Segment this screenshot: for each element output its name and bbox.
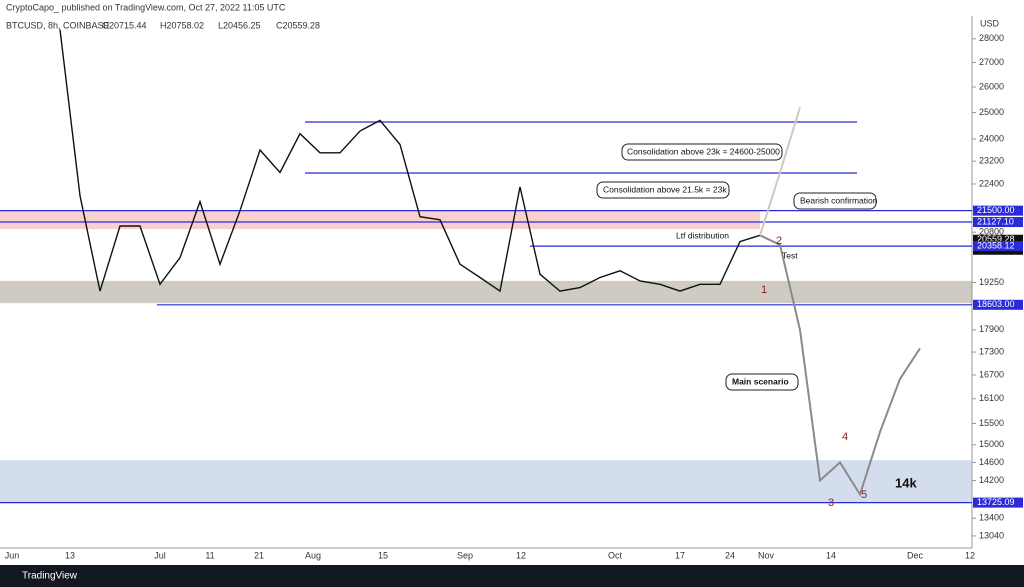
callout-box	[725, 373, 799, 391]
y-tick-label: 13400	[979, 513, 1004, 523]
annotation: Consolidation above 23k = 24600-25000	[627, 146, 780, 156]
annotation: 14k	[895, 475, 917, 490]
x-tick-label: Aug	[305, 550, 321, 560]
annotation: Consolidation above 21.5k = 23k	[603, 184, 727, 194]
price-label-box	[973, 497, 1023, 508]
x-tick-label: Sep	[457, 550, 473, 560]
y-tick-label: 13040	[979, 530, 1004, 540]
annotation: Ltf distribution	[676, 230, 729, 240]
y-tick-label: 24000	[979, 133, 1004, 143]
y-tick-label: 28000	[979, 33, 1004, 43]
x-tick-label: 13	[65, 550, 75, 560]
y-tick-label: 27000	[979, 57, 1004, 67]
price-line	[759, 107, 801, 236]
x-tick-label: 14	[826, 550, 836, 560]
zone	[0, 280, 972, 304]
y-tick-label: 15000	[979, 439, 1004, 449]
annotation: Bearish confirmation	[800, 195, 878, 205]
price-label: 18603.00	[977, 299, 1015, 309]
axis-unit: USD	[980, 18, 1000, 28]
price-label: 20358.12	[977, 241, 1015, 251]
y-tick-label: 17300	[979, 346, 1004, 356]
y-tick-label: 26000	[979, 81, 1004, 91]
price-label-box	[973, 241, 1023, 252]
ohlc-value: L20456.25	[218, 20, 261, 30]
callout-box	[793, 192, 877, 210]
y-tick-label: 22400	[979, 178, 1004, 188]
wave-label: 4	[842, 431, 848, 443]
top-banner: CryptoCapo_ published on TradingView.com…	[6, 2, 286, 12]
price-label: 21500.00	[977, 205, 1015, 215]
price-label-box	[973, 299, 1023, 310]
price-label: 21127.10	[977, 216, 1014, 226]
zone	[0, 210, 760, 230]
x-tick-label: 12	[516, 550, 526, 560]
price-label-box	[973, 217, 1023, 228]
symbol-header: BTCUSD, 8h, COINBASE	[6, 20, 110, 30]
price-label: 20559.28	[977, 234, 1015, 244]
y-tick-label: 17900	[979, 324, 1004, 334]
wave-label: 3	[828, 497, 834, 509]
x-tick-label: Oct	[608, 550, 623, 560]
x-tick-label: 12	[965, 550, 975, 560]
callout-box	[621, 143, 783, 161]
x-tick-label: 24	[725, 550, 735, 560]
y-tick-label: 19250	[979, 277, 1004, 287]
y-tick-label: 20800	[979, 227, 1004, 237]
x-tick-label: 11	[205, 550, 214, 560]
y-tick-label: 25000	[979, 107, 1004, 117]
wave-label: 1	[761, 284, 767, 296]
wave-label: 2	[776, 235, 782, 247]
y-tick-label: 14200	[979, 475, 1004, 485]
ohlc-value: H20758.02	[160, 20, 204, 30]
x-tick-label: 17	[675, 550, 685, 560]
annotation: Main scenario	[732, 376, 789, 386]
price-label-box	[973, 205, 1023, 216]
footer-brand[interactable]: TradingView	[22, 571, 78, 582]
annotation: Test	[782, 250, 798, 260]
x-tick-label: Jul	[154, 550, 166, 560]
callout-box	[596, 181, 730, 199]
price-line	[759, 234, 921, 497]
wave-label: 5	[861, 489, 867, 501]
y-tick-label: 23200	[979, 156, 1004, 166]
ohlc-value: O20715.44	[102, 20, 147, 30]
price-label: 13725.09	[977, 497, 1015, 507]
x-tick-label: 21	[254, 550, 264, 560]
x-tick-label: Dec	[907, 550, 924, 560]
y-tick-label: 16100	[979, 393, 1004, 403]
y-tick-label: 15500	[979, 418, 1004, 428]
footer-bar	[0, 565, 1024, 587]
x-tick-label: Nov	[758, 550, 775, 560]
x-tick-label: 15	[378, 550, 388, 560]
y-tick-label: 16700	[979, 369, 1004, 379]
x-tick-label: Jun	[5, 550, 20, 560]
ohlc-value: C20559.28	[276, 20, 320, 30]
price-line	[59, 29, 761, 293]
y-tick-label: 14600	[979, 457, 1004, 467]
zone	[0, 460, 972, 503]
